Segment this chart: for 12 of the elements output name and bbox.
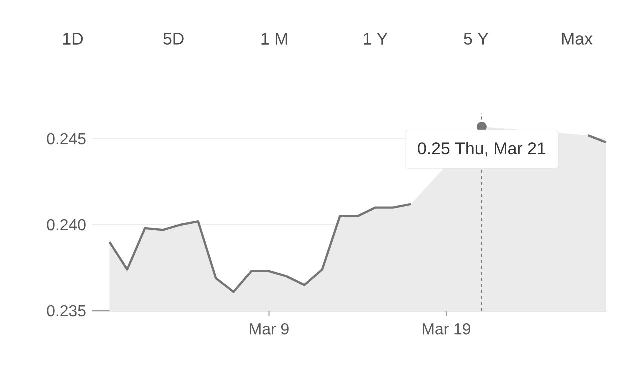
y-tick-label: 0.240 [47, 219, 86, 231]
x-tick-label: Mar 9 [250, 324, 289, 335]
text: 1D [63, 33, 84, 45]
text: 5D [164, 33, 184, 45]
y-tick-label: 0.245 [47, 133, 86, 145]
text: 1 Y [364, 33, 388, 45]
text: Max [562, 33, 593, 45]
text: 1 M [262, 33, 288, 45]
x-tick-label: Mar 19 [422, 324, 471, 335]
y-tick-label: 0.235 [47, 305, 86, 317]
text: 5 Y [464, 33, 489, 45]
annotation: 0.25 Thu, Mar 21 [418, 142, 546, 157]
